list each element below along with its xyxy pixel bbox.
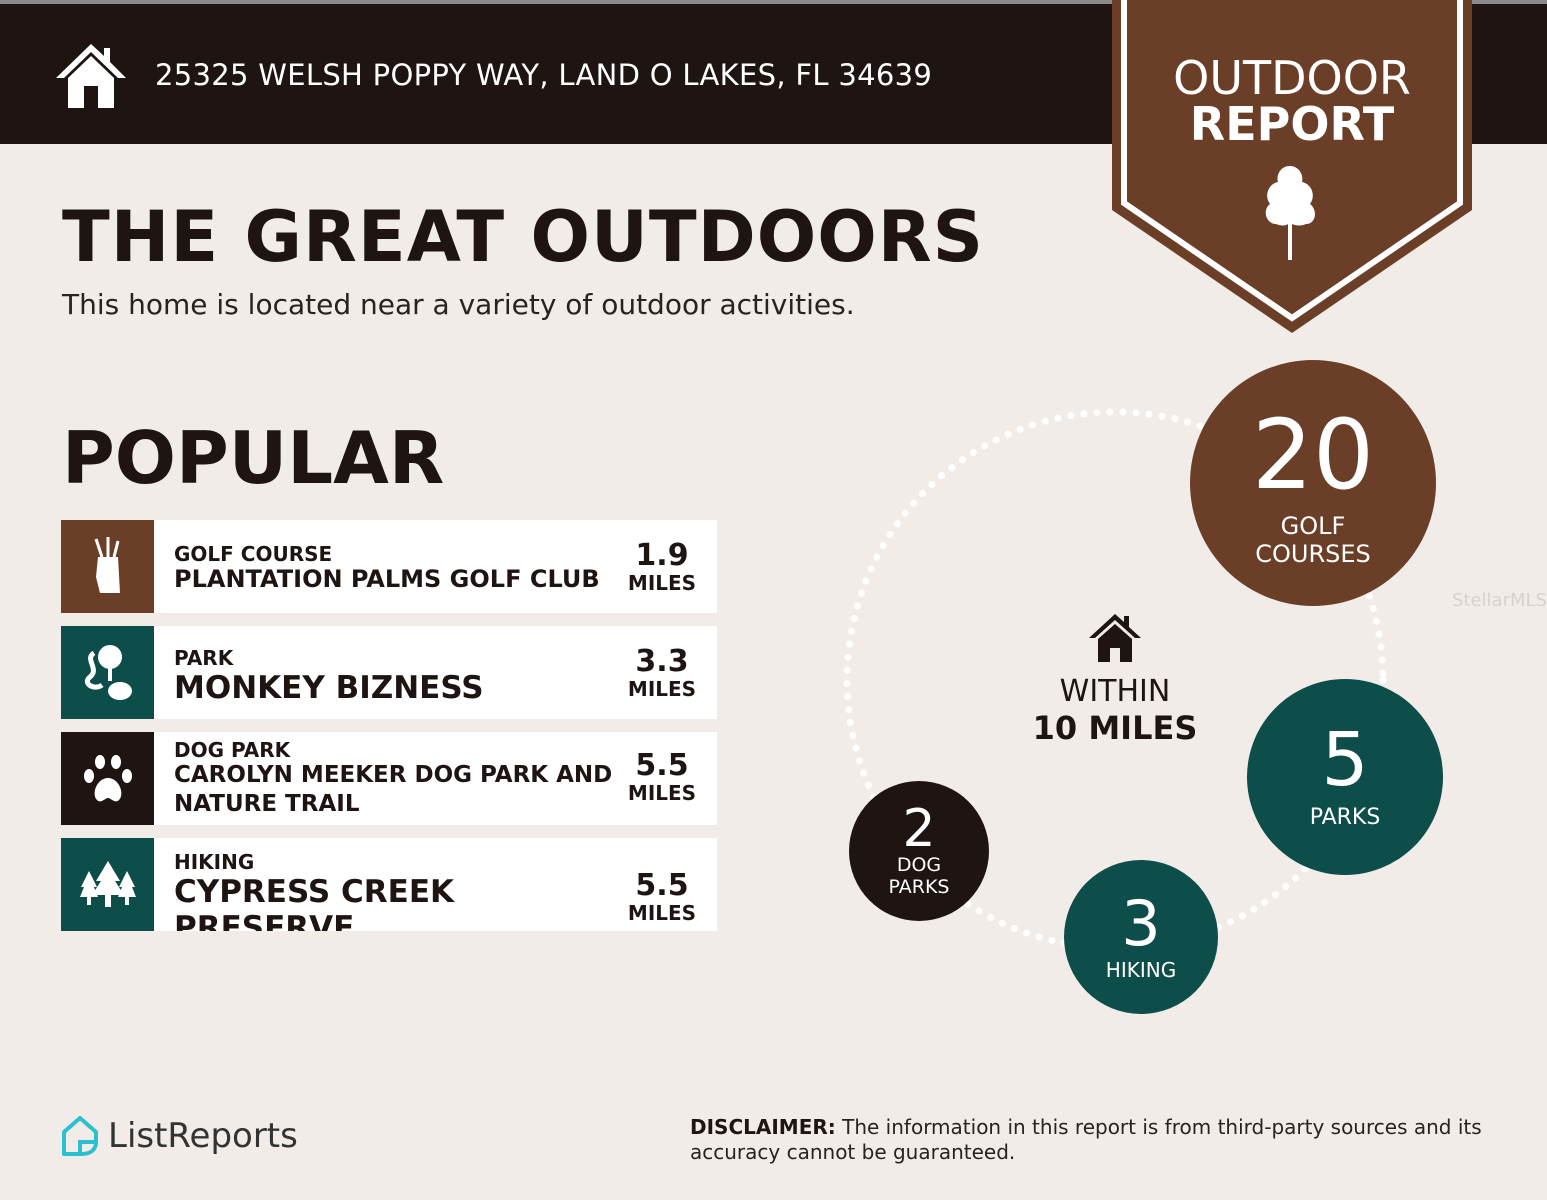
distance-value: 1.9 xyxy=(635,538,689,573)
list-item-hiking[interactable]: HIKING CYPRESS CREEK PRESERVE 5.5 MILES xyxy=(61,838,717,931)
radius-text: 10 MILES xyxy=(1032,709,1198,747)
count-number: 5 xyxy=(1321,717,1369,804)
list-item-dog-park[interactable]: DOG PARK CAROLYN MEEKER DOG PARK AND NAT… xyxy=(61,732,717,825)
distance-unit: MILES xyxy=(627,781,697,805)
within-text: WITHIN xyxy=(1059,674,1171,709)
paw-icon xyxy=(61,732,154,825)
golf-bag-icon xyxy=(61,520,154,613)
page-title: THE GREAT OUTDOORS xyxy=(62,196,985,278)
count-label: DOG PARKS xyxy=(888,854,950,898)
count-label: HIKING xyxy=(1105,957,1177,982)
tree-icon xyxy=(1265,166,1315,260)
count-label: PARKS xyxy=(1309,805,1381,831)
disclaimer-text: The information in this report is from t… xyxy=(690,1115,1482,1164)
disclaimer: DISCLAIMER: The information in this repo… xyxy=(690,1115,1510,1165)
logo-text: ListReports xyxy=(108,1116,298,1156)
item-distance: 1.9 MILES xyxy=(627,538,697,595)
distance-unit: MILES xyxy=(627,677,697,701)
item-name: PLANTATION PALMS GOLF CLUB xyxy=(174,565,600,593)
item-distance: 5.5 MILES xyxy=(627,868,697,925)
item-distance: 5.5 MILES xyxy=(627,748,697,805)
property-address: 25325 WELSH POPPY WAY, LAND O LAKES, FL … xyxy=(155,58,933,92)
watermark: StellarMLS xyxy=(1452,590,1547,611)
item-name: CAROLYN MEEKER DOG PARK AND NATURE TRAIL xyxy=(174,762,613,817)
within-radius-label: WITHIN 10 MILES xyxy=(1015,612,1215,747)
page-subtitle: This home is located near a variety of o… xyxy=(62,288,855,321)
popular-heading: POPULAR xyxy=(62,416,445,500)
item-distance: 3.3 MILES xyxy=(627,644,697,701)
pine-trees-icon xyxy=(61,838,154,931)
home-icon xyxy=(56,44,126,108)
hiking-count: 3 HIKING xyxy=(1064,860,1218,1014)
distance-unit: MILES xyxy=(627,901,697,925)
parks-count: 5 PARKS xyxy=(1247,679,1443,875)
home-icon xyxy=(1089,614,1141,662)
count-number: 2 xyxy=(902,799,936,860)
listreports-logo[interactable]: ListReports xyxy=(60,1114,298,1158)
item-category: PARK xyxy=(174,646,234,670)
list-item-golf[interactable]: GOLF COURSE PLANTATION PALMS GOLF CLUB 1… xyxy=(61,520,717,613)
golf-courses-count: 20 GOLF COURSES xyxy=(1190,360,1436,606)
count-number: 3 xyxy=(1121,886,1161,960)
badge-line-2: REPORT xyxy=(1189,97,1395,151)
disclaimer-label: DISCLAIMER: xyxy=(690,1115,836,1139)
item-category: GOLF COURSE xyxy=(174,542,333,566)
count-number: 20 xyxy=(1251,399,1375,512)
distance-value: 5.5 xyxy=(635,748,689,783)
item-name: CYPRESS CREEK PRESERVE xyxy=(174,874,455,931)
distance-value: 3.3 xyxy=(635,644,689,679)
listreports-logo-icon xyxy=(62,1116,98,1156)
item-category: DOG PARK xyxy=(174,738,291,762)
distance-value: 5.5 xyxy=(635,868,689,903)
park-icon xyxy=(61,626,154,719)
top-border xyxy=(0,0,1547,4)
dog-parks-count: 2 DOG PARKS xyxy=(849,781,989,921)
badge-title: OUTDOOR REPORT xyxy=(1110,55,1474,147)
item-category: HIKING xyxy=(174,850,255,874)
list-item-park[interactable]: PARK MONKEY BIZNESS 3.3 MILES xyxy=(61,626,717,719)
badge-line-1: OUTDOOR xyxy=(1173,51,1411,105)
distance-unit: MILES xyxy=(627,571,697,595)
count-label: GOLF COURSES xyxy=(1255,512,1371,568)
item-name: MONKEY BIZNESS xyxy=(174,670,484,706)
